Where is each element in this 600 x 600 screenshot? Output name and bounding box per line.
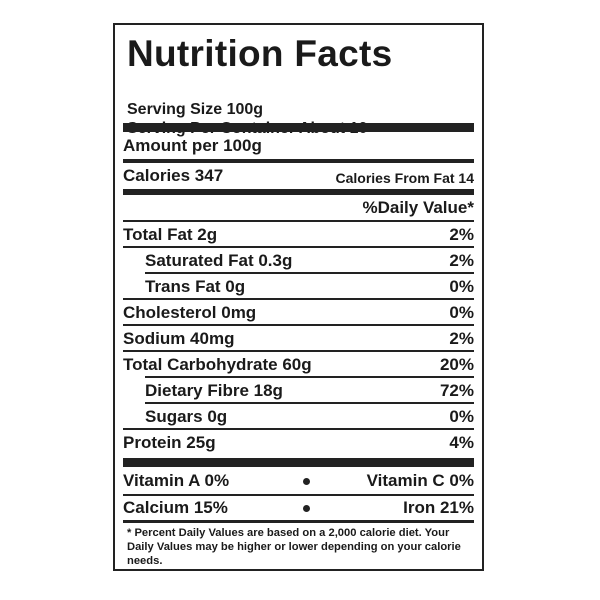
vitamin-row-2: Calcium 15% Iron 21% — [123, 498, 474, 520]
nutrient-dv: 0% — [449, 407, 474, 426]
nutrition-facts-label: Nutrition Facts Serving Size 100g Servin… — [113, 23, 484, 571]
divider — [145, 272, 474, 274]
nutrient-row-sugars: Sugars 0g 0% — [123, 407, 474, 427]
nutrient-dv: 4% — [449, 433, 474, 452]
vitamin-a: Vitamin A 0% — [123, 471, 230, 490]
label-title: Nutrition Facts — [127, 33, 393, 74]
nutrient-dv: 2% — [449, 251, 474, 270]
vitamin-c: Vitamin C 0% — [366, 471, 474, 490]
daily-value-header: %Daily Value* — [362, 198, 474, 217]
nutrient-dv: 0% — [449, 303, 474, 322]
nutrient-name: Trans Fat 0g — [145, 277, 246, 296]
bullet-dot — [303, 505, 310, 512]
iron: Iron 21% — [403, 498, 474, 517]
daily-value-header-row: %Daily Value* — [123, 196, 474, 218]
divider — [123, 324, 474, 326]
nutrient-dv: 20% — [439, 355, 474, 374]
divider — [123, 350, 474, 352]
amount-per-row: Amount per 100g — [123, 136, 474, 156]
nutrient-name: Cholesterol 0mg — [123, 303, 257, 322]
nutrient-row-dietary-fibre: Dietary Fibre 18g 72% — [123, 381, 474, 401]
nutrient-row-trans-fat: Trans Fat 0g 0% — [123, 277, 474, 297]
divider — [145, 376, 474, 378]
nutrient-name: Total Carbohydrate 60g — [123, 355, 312, 374]
nutrient-name: Protein 25g — [123, 433, 216, 452]
amount-per-label: Amount per 100g — [123, 136, 262, 155]
nutrient-row-protein: Protein 25g 4% — [123, 433, 474, 453]
calories-label: Calories 347 — [123, 166, 224, 185]
calcium: Calcium 15% — [123, 498, 228, 517]
nutrient-row-total-carbohydrate: Total Carbohydrate 60g 20% — [123, 355, 474, 375]
nutrient-row-cholesterol: Cholesterol 0mg 0% — [123, 303, 474, 323]
nutrient-row-saturated-fat: Saturated Fat 0.3g 2% — [123, 251, 474, 271]
thick-divider-vitamins — [123, 458, 474, 467]
nutrient-dv: 2% — [449, 225, 474, 244]
nutrient-name: Sodium 40mg — [123, 329, 235, 348]
divider — [123, 298, 474, 300]
footnote-text: * Percent Daily Values are based on a 2,… — [127, 527, 461, 567]
thick-divider-top — [123, 123, 474, 132]
nutrient-row-sodium: Sodium 40mg 2% — [123, 329, 474, 349]
bullet-dot — [303, 478, 310, 485]
footnote-divider — [123, 520, 474, 523]
vitamin-row-1: Vitamin A 0% Vitamin C 0% — [123, 471, 474, 493]
nutrient-name: Saturated Fat 0.3g — [145, 251, 293, 270]
calories-row: Calories 347 Calories From Fat 14 — [123, 166, 474, 186]
nutrient-name: Dietary Fibre 18g — [145, 381, 283, 400]
thick-divider-calories — [123, 189, 474, 195]
serving-size: Serving Size 100g — [127, 101, 264, 118]
medium-divider — [123, 159, 474, 163]
calories-from-fat: Calories From Fat 14 — [335, 170, 475, 186]
nutrient-name: Sugars 0g — [145, 407, 228, 426]
nutrient-dv: 0% — [449, 277, 474, 296]
divider — [123, 494, 474, 496]
nutrient-dv: 72% — [439, 381, 474, 400]
divider — [123, 246, 474, 248]
nutrient-name: Total Fat 2g — [123, 225, 218, 244]
divider — [123, 220, 474, 222]
divider — [123, 428, 474, 430]
nutrient-dv: 2% — [449, 329, 474, 348]
divider — [145, 402, 474, 404]
nutrient-row-total-fat: Total Fat 2g 2% — [123, 225, 474, 245]
